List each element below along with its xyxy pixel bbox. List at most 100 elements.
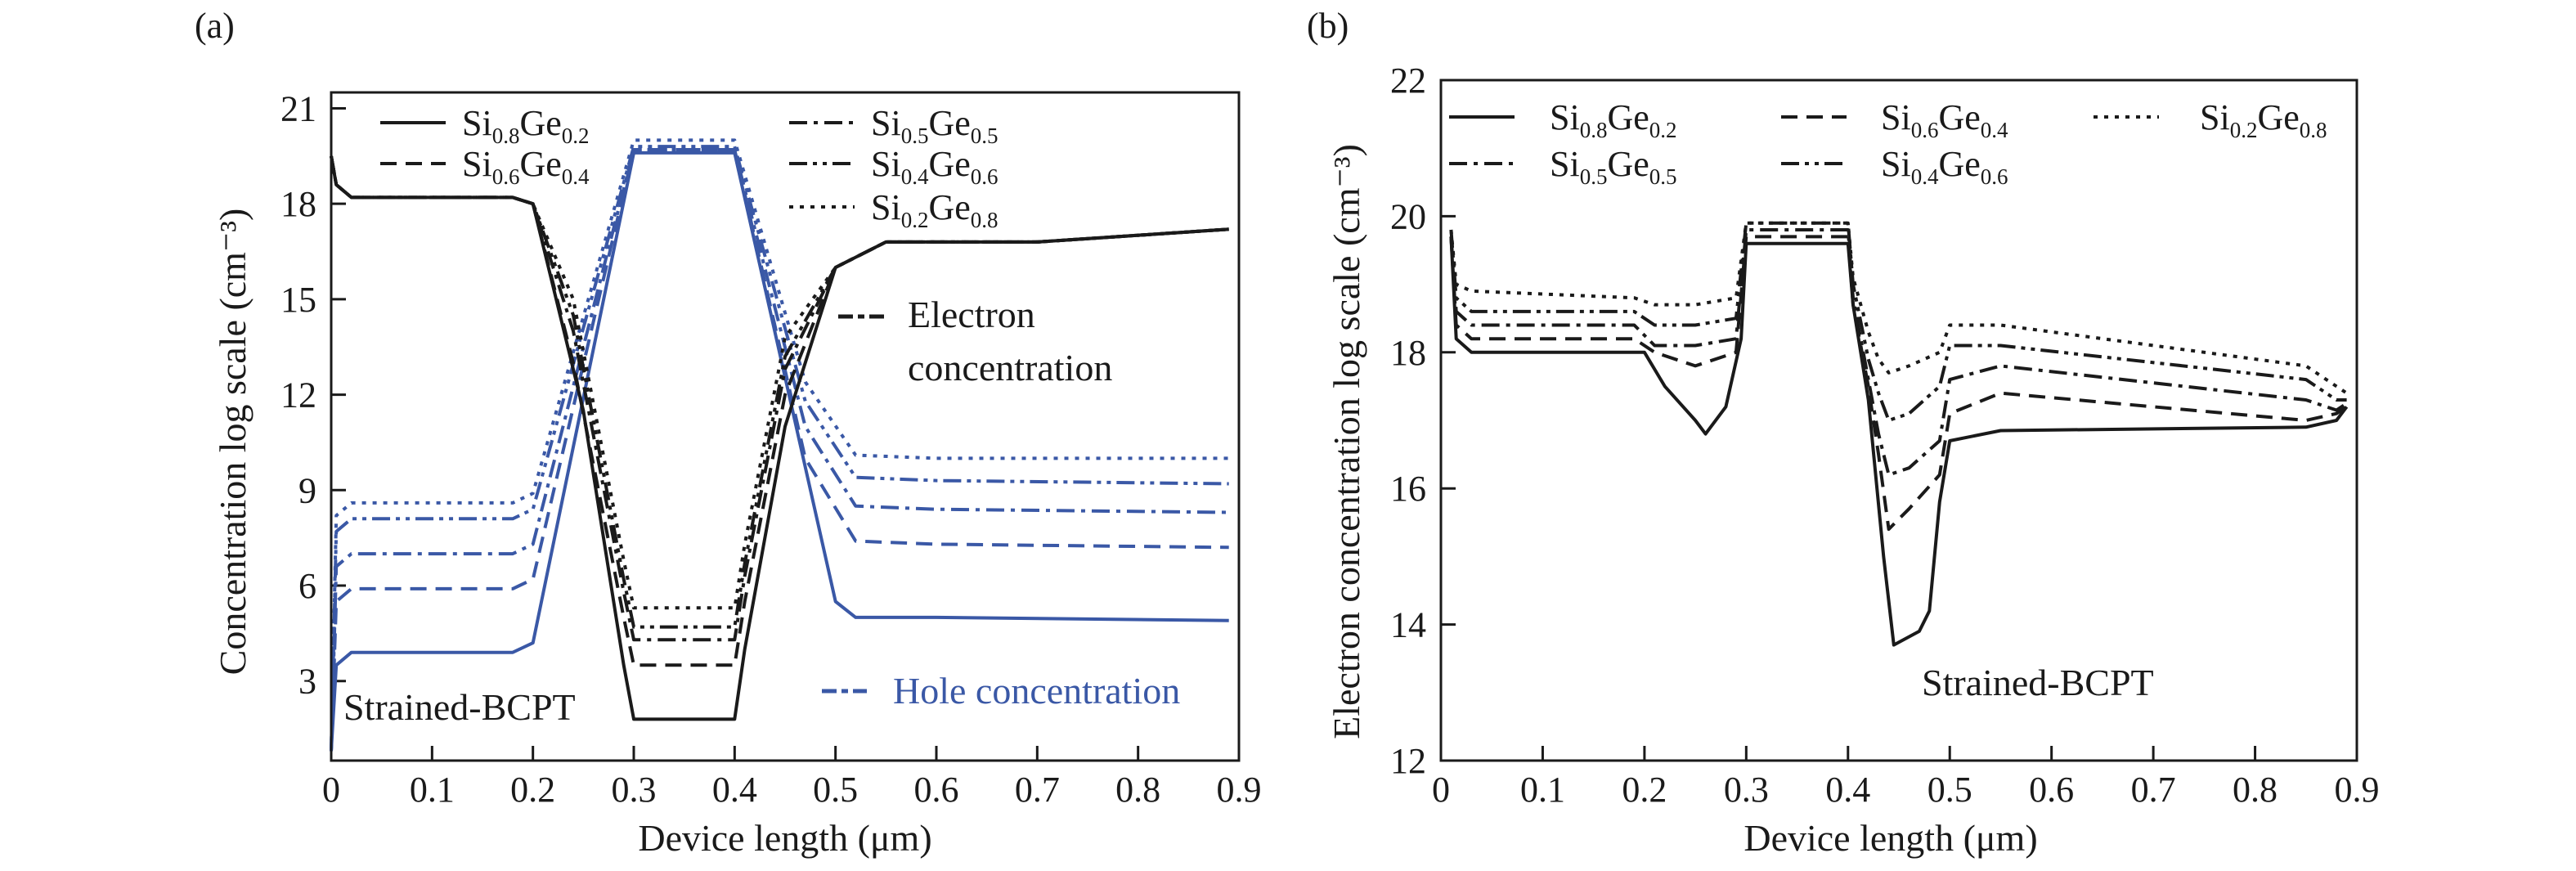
legend-sub1: 0.8 xyxy=(492,123,520,148)
x-tick-label: 0.7 xyxy=(2131,770,2176,810)
electron-series-line-dotted xyxy=(330,155,1229,610)
panel-b-plot-frame xyxy=(1439,79,2358,762)
legend-sub1: 0.4 xyxy=(901,164,929,189)
y-tick-label: 12 xyxy=(1390,741,1426,781)
x-tick-label: 0.3 xyxy=(1724,770,1769,810)
x-tick-label: 0.9 xyxy=(1217,770,1262,810)
legend-base1: Si xyxy=(462,103,492,143)
legend-sub1: 0.5 xyxy=(1580,164,1608,189)
electron-series-line-solid xyxy=(330,155,1229,721)
y-tick-label: 9 xyxy=(298,470,316,510)
legend-sub2: 0.5 xyxy=(971,123,999,148)
legend-sub1: 0.2 xyxy=(2230,118,2258,142)
x-tick-label: 0.2 xyxy=(1622,770,1667,810)
legend-label-solid: Si0.8Ge0.2 xyxy=(1550,97,1677,142)
electron-series-line-dotted xyxy=(1449,221,2348,395)
legend-base2: Ge xyxy=(2257,97,2299,137)
legend-base2: Ge xyxy=(519,103,561,143)
y-tick-label: 6 xyxy=(298,566,316,606)
hole-annotation: Hole concentration xyxy=(893,670,1180,712)
x-tick-label: 0 xyxy=(322,770,340,810)
electron-series-line-solid xyxy=(1449,236,2349,647)
legend-sub1: 0.6 xyxy=(492,164,520,189)
legend-sub2: 0.2 xyxy=(562,123,590,148)
legend-base1: Si xyxy=(1550,97,1580,137)
y-tick-label: 3 xyxy=(298,662,316,702)
panel-b-label: (b) xyxy=(1307,6,1349,46)
legend-base2: Ge xyxy=(928,187,970,227)
legend-base2: Ge xyxy=(1938,97,1980,137)
legend-sub2: 0.2 xyxy=(1649,118,1677,142)
legend-label-dashed: Si0.6Ge0.4 xyxy=(462,144,590,189)
panel-a-device-label: Strained-BCPT xyxy=(343,686,576,728)
x-tick-label: 0.9 xyxy=(2335,770,2380,810)
panel-a: (a) Concentration log scale (cm⁻³) Devic… xyxy=(195,6,1262,859)
legend-sub2: 0.5 xyxy=(1649,164,1677,189)
electron-series-line-dashdot xyxy=(330,155,1229,642)
legend-sub1: 0.2 xyxy=(901,208,929,232)
legend-sub1: 0.5 xyxy=(901,123,929,148)
x-tick-label: 0.1 xyxy=(410,770,455,810)
electron-series-line-dashdotdot xyxy=(1449,221,2347,422)
x-tick-label: 0.1 xyxy=(1520,770,1565,810)
y-tick-label: 15 xyxy=(280,280,316,320)
panel-b: (b) Electron concentration log scale (cm… xyxy=(1307,6,2380,859)
y-tick-label: 12 xyxy=(280,375,316,415)
legend-base1: Si xyxy=(1881,97,1911,137)
y-tick-label: 14 xyxy=(1390,605,1426,645)
panel-b-ylabel: Electron concentration log scale (cm⁻³) xyxy=(1326,144,1367,739)
x-tick-label: 0.3 xyxy=(612,770,657,810)
legend-base2: Ge xyxy=(1607,144,1649,184)
legend-base1: Si xyxy=(2200,97,2230,137)
x-tick-label: 0.4 xyxy=(1825,770,1870,810)
x-tick-label: 0 xyxy=(1432,770,1450,810)
panel-a-legend: Si0.8Ge0.2Si0.6Ge0.4Si0.5Ge0.5Si0.4Ge0.6… xyxy=(380,103,999,232)
y-tick-label: 20 xyxy=(1390,196,1426,236)
legend-label-dashdot: Si0.5Ge0.5 xyxy=(871,103,999,148)
legend-sub2: 0.6 xyxy=(971,164,999,189)
legend-base2: Ge xyxy=(928,144,970,184)
panel-b-legend: Si0.8Ge0.2 Si0.6Ge0.4 Si0.2Ge0.8Si0.5Ge0.5… xyxy=(1449,97,2327,189)
legend-base1: Si xyxy=(462,144,492,184)
legend-label-dashdot: Si0.5Ge0.5 xyxy=(1550,144,1677,189)
y-tick-label: 18 xyxy=(280,184,316,224)
electron-series-line-dashdot xyxy=(1449,228,2348,477)
y-tick-label: 18 xyxy=(1390,333,1426,373)
x-tick-label: 0.6 xyxy=(2029,770,2074,810)
y-tick-label: 21 xyxy=(280,88,316,128)
x-tick-label: 0.2 xyxy=(510,770,555,810)
legend-sub1: 0.6 xyxy=(1911,118,1939,142)
legend-label-solid: Si0.8Ge0.2 xyxy=(462,103,590,148)
x-tick-label: 0.5 xyxy=(1928,770,1972,810)
legend-sub2: 0.8 xyxy=(2300,118,2327,142)
panel-a-ticks: 0 0.1 0.2 0.3 0.4 0.5 0.6 0.7 0.8 0.9 3 6 9 12 15 18 21 xyxy=(280,88,1262,810)
hole-series-line-dashdotdot xyxy=(330,145,1229,752)
x-tick-label: 0.8 xyxy=(2233,770,2278,810)
legend-base2: Ge xyxy=(1938,144,1980,184)
electron-annotation-line1: Electron xyxy=(908,294,1035,335)
legend-sub1: 0.8 xyxy=(1580,118,1608,142)
legend-sub2: 0.4 xyxy=(1981,118,2008,142)
panel-b-xlabel: Device length (μm) xyxy=(1744,817,2037,859)
y-tick-label: 16 xyxy=(1390,469,1426,509)
panel-b-ticks: 0 0.1 0.2 0.3 0.4 0.5 0.6 0.7 0.8 0.9 12 14 16 18 20 22 xyxy=(1390,61,2380,810)
panel-b-device-label: Strained-BCPT xyxy=(1922,662,2154,703)
panel-b-series xyxy=(1449,221,2349,647)
legend-base1: Si xyxy=(1881,144,1911,184)
legend-label-dashdotdot: Si0.4Ge0.6 xyxy=(871,144,999,189)
legend-base2: Ge xyxy=(928,103,970,143)
legend-sub1: 0.4 xyxy=(1911,164,1939,189)
panel-a-xlabel: Device length (μm) xyxy=(638,817,931,859)
x-tick-label: 0.7 xyxy=(1015,770,1060,810)
panel-a-plot-frame xyxy=(330,91,1241,762)
panel-a-series xyxy=(330,138,1229,752)
electron-annotation-line2: concentration xyxy=(908,347,1112,388)
x-tick-label: 0.6 xyxy=(914,770,959,810)
x-tick-label: 0.4 xyxy=(712,770,757,810)
legend-label-dashdotdot: Si0.4Ge0.6 xyxy=(1881,144,2008,189)
legend-label-dotted: Si0.2Ge0.8 xyxy=(2200,97,2327,142)
legend-sub2: 0.8 xyxy=(971,208,999,232)
hole-series-line-dashdot xyxy=(330,148,1229,752)
panel-a-label: (a) xyxy=(195,6,235,46)
